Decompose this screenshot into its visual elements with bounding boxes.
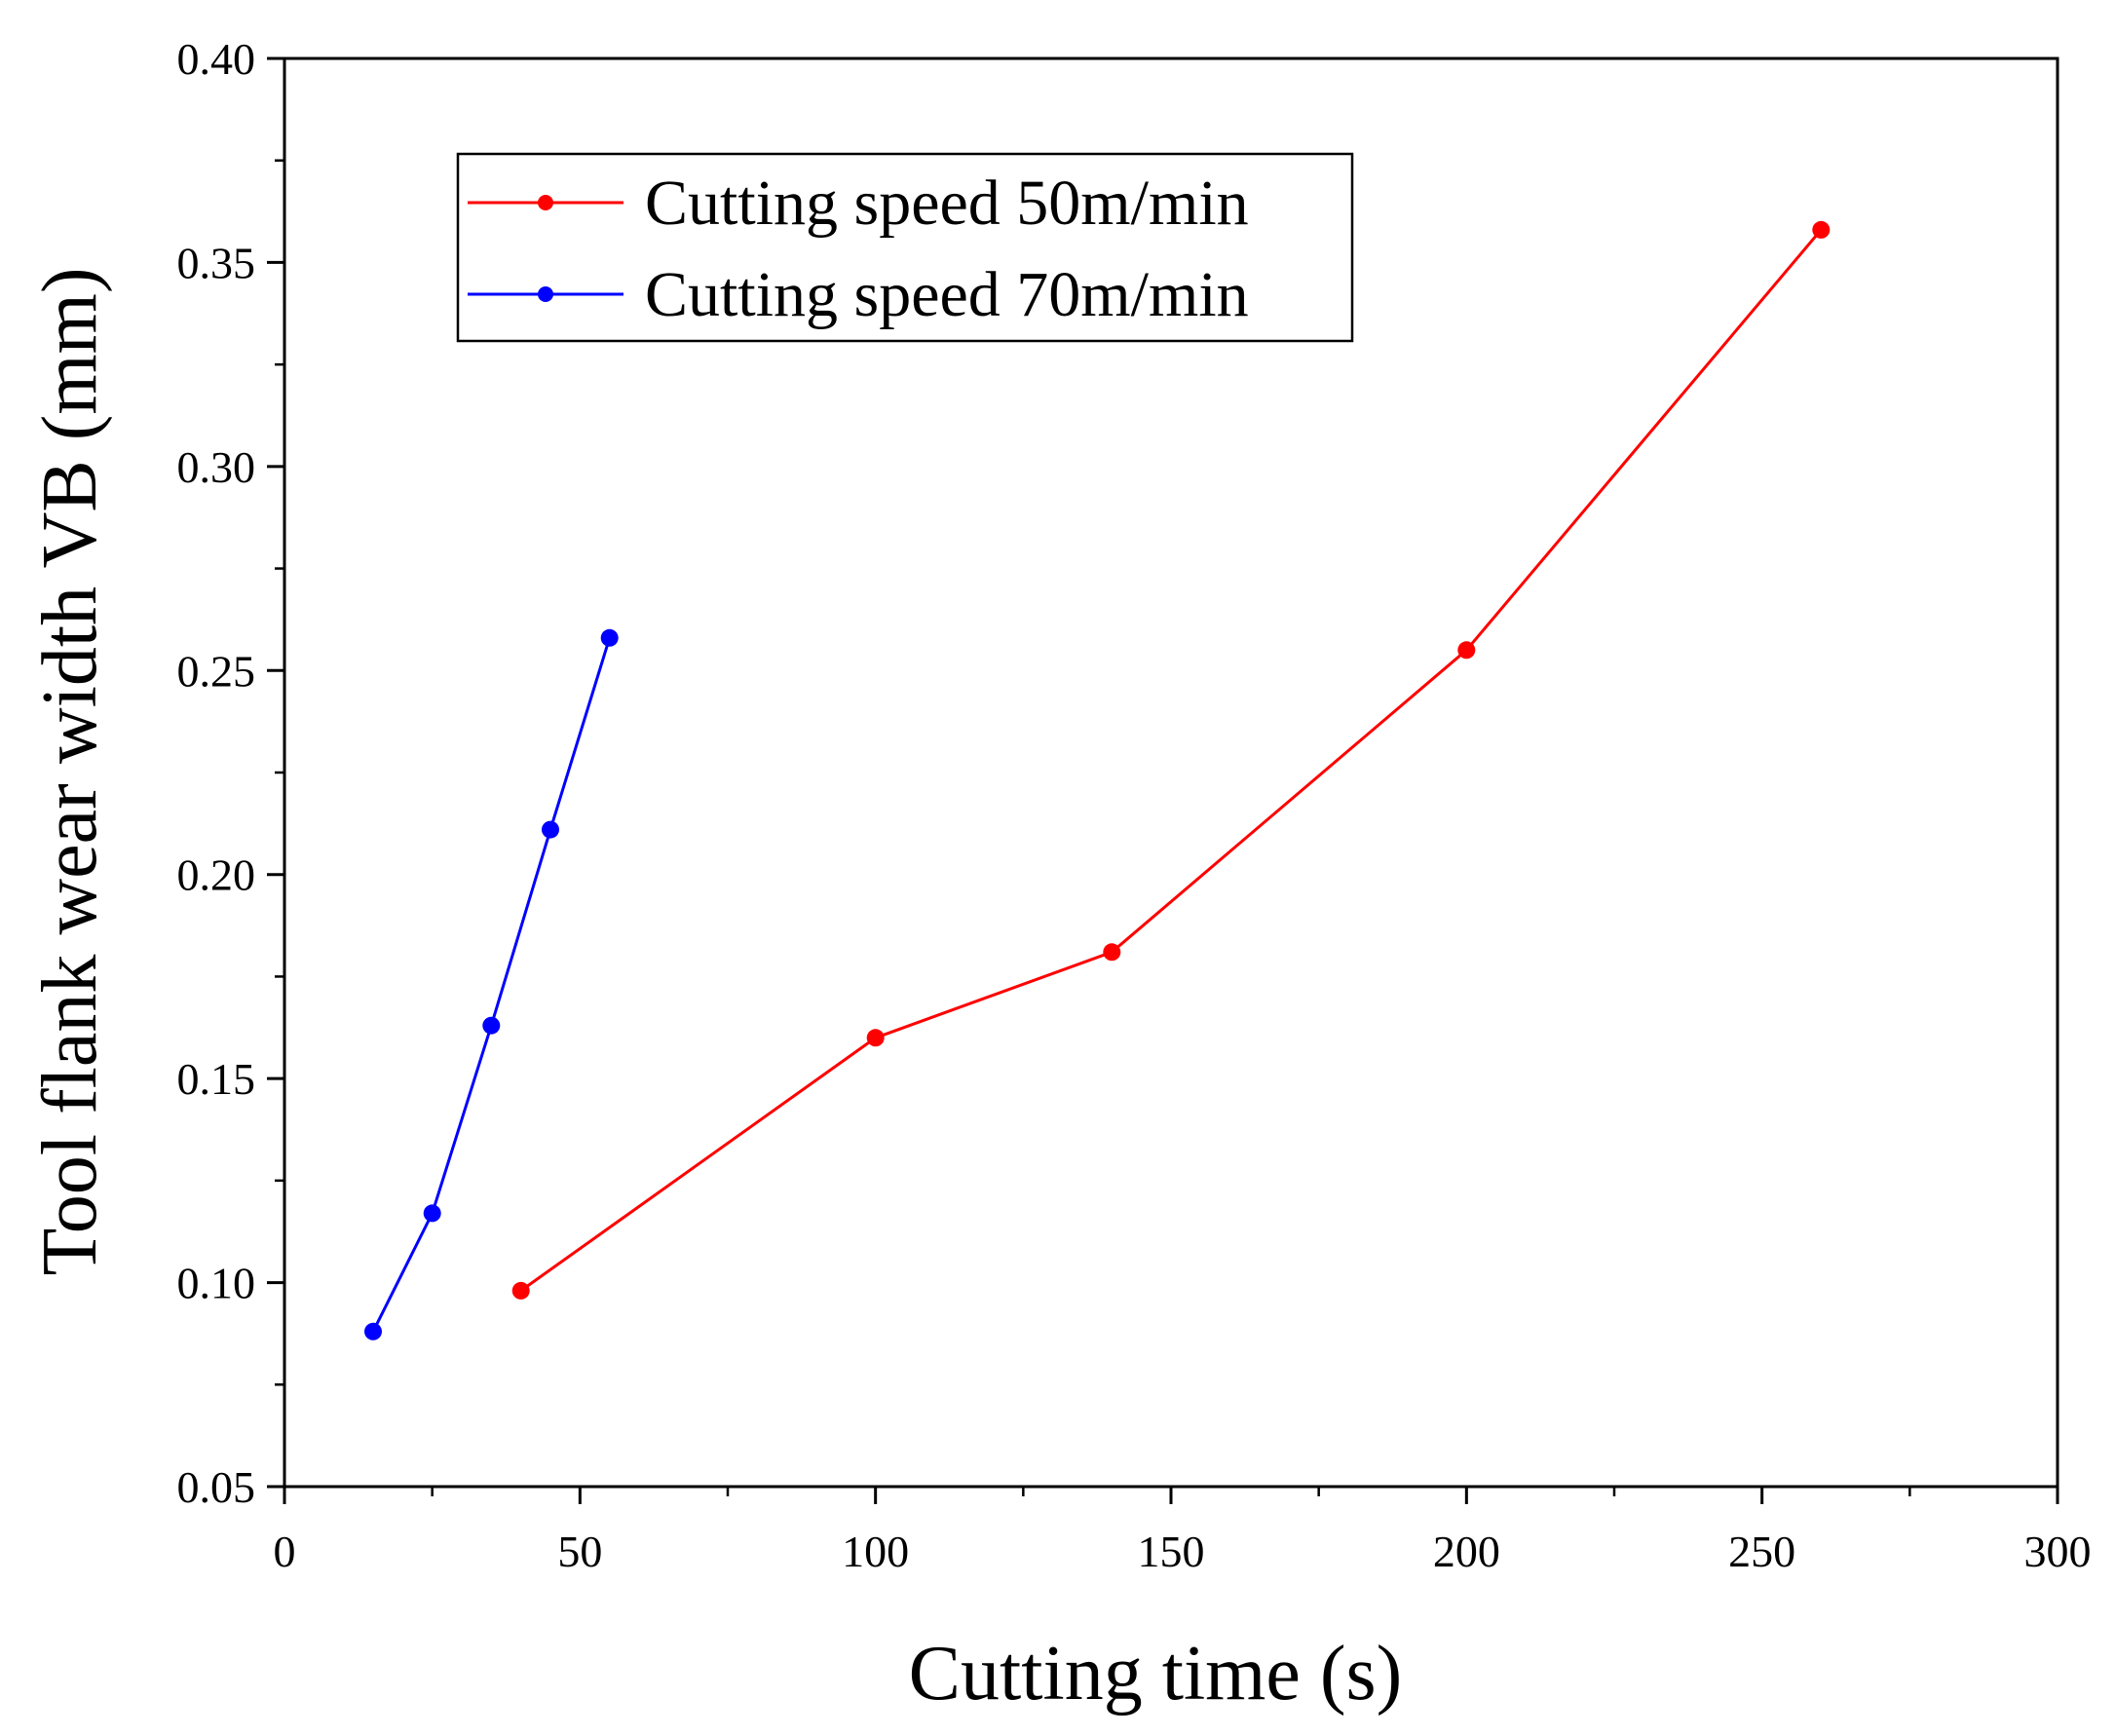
data-point-50 xyxy=(511,1281,530,1300)
legend-marker-70 xyxy=(538,286,553,302)
data-point-70 xyxy=(423,1204,441,1223)
data-point-70 xyxy=(482,1016,501,1035)
data-point-70 xyxy=(364,1322,382,1340)
y-tick-label: 0.25 xyxy=(177,646,256,696)
legend-box xyxy=(456,152,1354,343)
x-tick-label: 200 xyxy=(1433,1527,1500,1576)
data-point-50 xyxy=(1457,641,1476,660)
plot-series xyxy=(364,220,1831,1340)
y-tick-label: 0.15 xyxy=(177,1054,256,1104)
data-point-50 xyxy=(1103,943,1121,962)
legend-marker-50 xyxy=(538,195,553,210)
x-tick-label: 100 xyxy=(842,1527,909,1576)
x-tick-label: 150 xyxy=(1138,1527,1205,1576)
y-tick-label: 0.10 xyxy=(177,1259,256,1308)
x-tick-label: 0 xyxy=(274,1527,296,1576)
series-line-70 xyxy=(371,637,612,1333)
data-point-50 xyxy=(1812,220,1831,239)
data-point-70 xyxy=(600,628,619,647)
y-tick-label: 0.40 xyxy=(177,34,256,84)
legend-label-70: Cutting speed 70m/min xyxy=(645,259,1249,330)
legend: Cutting speed 50m/min Cutting speed 70m/… xyxy=(456,152,1354,343)
x-tick-label: 50 xyxy=(557,1527,602,1576)
axes: 0 50 100 150 200 250 300 0.05 0.10 0.15 0.20 0.25 0.… xyxy=(177,34,2092,1576)
data-point-50 xyxy=(866,1029,885,1047)
y-tick-label: 0.20 xyxy=(177,850,256,900)
y-tick-label: 0.35 xyxy=(177,238,256,287)
series-line-50 xyxy=(519,228,1823,1293)
y-tick-label: 0.30 xyxy=(177,442,256,492)
data-point-70 xyxy=(542,820,559,839)
x-tick-label: 300 xyxy=(2024,1527,2092,1576)
x-tick-label: 250 xyxy=(1728,1527,1795,1576)
y-axis-title: Tool flank wear width VB (mm) xyxy=(27,268,113,1276)
y-tick-label: 0.05 xyxy=(177,1462,256,1512)
x-axis-title: Cutting time (s) xyxy=(909,1631,1403,1717)
legend-label-50: Cutting speed 50m/min xyxy=(645,168,1249,239)
